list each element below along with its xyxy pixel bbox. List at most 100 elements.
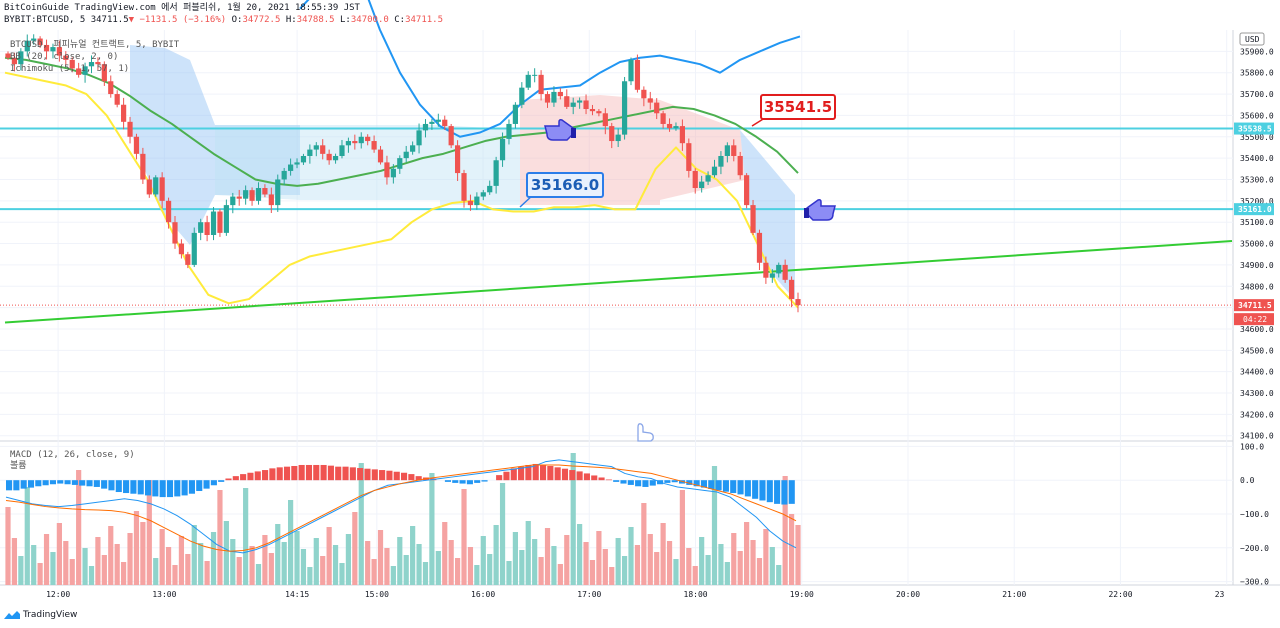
countdown-tag: 04:22 xyxy=(1243,315,1267,324)
time-tick-label: 17:00 xyxy=(577,590,601,599)
price-tick-label: 35100.0 xyxy=(1240,218,1274,227)
cloud-bearish-area xyxy=(740,130,795,300)
pointer-hand-drawings xyxy=(519,115,836,442)
down-arrow-icon: ▼ xyxy=(128,15,135,25)
candle-body xyxy=(101,64,107,82)
volume-bar xyxy=(249,546,255,585)
volume-bar xyxy=(191,525,197,585)
macd-histogram-bar xyxy=(327,465,334,481)
candle-body xyxy=(442,119,448,127)
macd-histogram-bar xyxy=(554,467,561,481)
volume-bar xyxy=(403,555,409,585)
volume-bar xyxy=(384,548,390,585)
volume-bar xyxy=(101,555,107,585)
volume-bar xyxy=(178,536,185,585)
volume-bar xyxy=(358,463,364,585)
time-tick-label: 12:00 xyxy=(46,590,70,599)
hand-shape xyxy=(804,199,836,221)
candle-body xyxy=(744,175,750,206)
volume-bar xyxy=(422,562,429,585)
currency-box xyxy=(1239,32,1265,46)
high-key: H: xyxy=(285,15,297,25)
candle-body xyxy=(551,91,557,103)
main-series-legend[interactable]: BTCUSD, 퍼피뉴얼 컨트랙트, 5, BYBIT xyxy=(10,40,180,50)
volume-bar xyxy=(795,525,801,585)
volume-bar xyxy=(345,534,352,585)
price-tick-label: 35600.0 xyxy=(1240,111,1274,120)
volume-bar xyxy=(390,566,396,585)
candle-body xyxy=(666,123,673,129)
volume-bar xyxy=(300,549,307,585)
candle-body xyxy=(686,143,692,171)
macd-histogram-bar xyxy=(6,480,13,491)
tradingview-logo[interactable]: TradingView xyxy=(4,610,77,620)
candle-body xyxy=(390,168,396,178)
open-key: O: xyxy=(231,15,243,25)
volume-bar xyxy=(634,545,641,585)
signal-line xyxy=(5,464,797,552)
candle-body xyxy=(294,162,300,165)
volume-bar xyxy=(782,476,788,585)
volume-legend[interactable]: 볼륨 xyxy=(10,461,27,471)
macd-histogram-bar xyxy=(71,480,78,485)
macd-histogram-bar xyxy=(561,468,569,481)
tradingview-brand: TradingView xyxy=(23,610,78,620)
candle-body xyxy=(641,89,647,99)
volume-bar xyxy=(557,564,563,585)
volume-bar xyxy=(11,538,18,585)
candle-body xyxy=(43,44,50,52)
volume-bar xyxy=(512,532,518,585)
price-tick-label: 35000.0 xyxy=(1240,240,1274,249)
callout-low-price[interactable]: 35166.0 xyxy=(526,172,604,198)
volume-bar xyxy=(788,514,795,585)
bb-lower-line xyxy=(4,71,799,309)
volume-bar xyxy=(435,551,441,585)
time-tick-label: 21:00 xyxy=(1002,590,1026,599)
ichimoku-legend[interactable]: Ichimoku (5, 1, 57, 1) xyxy=(10,64,130,74)
volume-bar xyxy=(776,565,782,585)
candle-body xyxy=(339,145,345,156)
volume-bar xyxy=(5,507,11,585)
volume-bar xyxy=(365,541,371,585)
candle-body xyxy=(230,196,236,206)
hand-cuff xyxy=(804,208,809,218)
volume-bar xyxy=(294,531,300,585)
callout-high-price[interactable]: 35541.5 xyxy=(760,94,836,120)
candle-body xyxy=(538,74,544,95)
macd-histogram-bar xyxy=(591,475,598,481)
candle-body xyxy=(673,126,679,129)
time-tick-label: 18:00 xyxy=(684,590,708,599)
volume-bar xyxy=(718,544,724,585)
macd-histogram-bar xyxy=(722,480,729,492)
bb-legend[interactable]: BB (20, close, 2, 0) xyxy=(10,52,119,62)
candle-body xyxy=(300,155,307,163)
publish-info: BitCoinGuide TradingView.com 에서 퍼블리쉬, 1월… xyxy=(4,3,360,13)
candle-body xyxy=(429,121,435,124)
volume-bar xyxy=(641,503,647,585)
volume-bar xyxy=(127,533,133,585)
macd-histogram-bar xyxy=(269,468,276,481)
volume-bar xyxy=(442,522,448,585)
volume-bar xyxy=(493,525,499,585)
macd-histogram-bar xyxy=(452,480,459,483)
macd-tick-label: −200.0 xyxy=(1240,544,1269,553)
candle-body xyxy=(121,104,127,122)
macd-histogram-bar xyxy=(744,480,751,497)
macd-legend[interactable]: MACD (12, 26, close, 9) xyxy=(10,450,135,460)
time-tick-label: 16:00 xyxy=(471,590,495,599)
candle-body xyxy=(615,134,621,142)
close-value: 34711.5 xyxy=(405,15,443,25)
price-tick-label: 35900.0 xyxy=(1240,47,1274,56)
candle-body xyxy=(140,153,146,180)
candle-body xyxy=(198,222,204,233)
macd-histogram-bar xyxy=(678,480,686,484)
macd-histogram-bar xyxy=(313,464,320,481)
candle-body xyxy=(76,68,82,75)
macd-histogram-bar xyxy=(510,468,517,481)
candle-body xyxy=(191,232,197,265)
macd-histogram-bar xyxy=(232,476,239,481)
macd-histogram-bar xyxy=(466,480,473,485)
green-trendline xyxy=(4,240,1233,324)
volume-bar xyxy=(223,521,229,585)
